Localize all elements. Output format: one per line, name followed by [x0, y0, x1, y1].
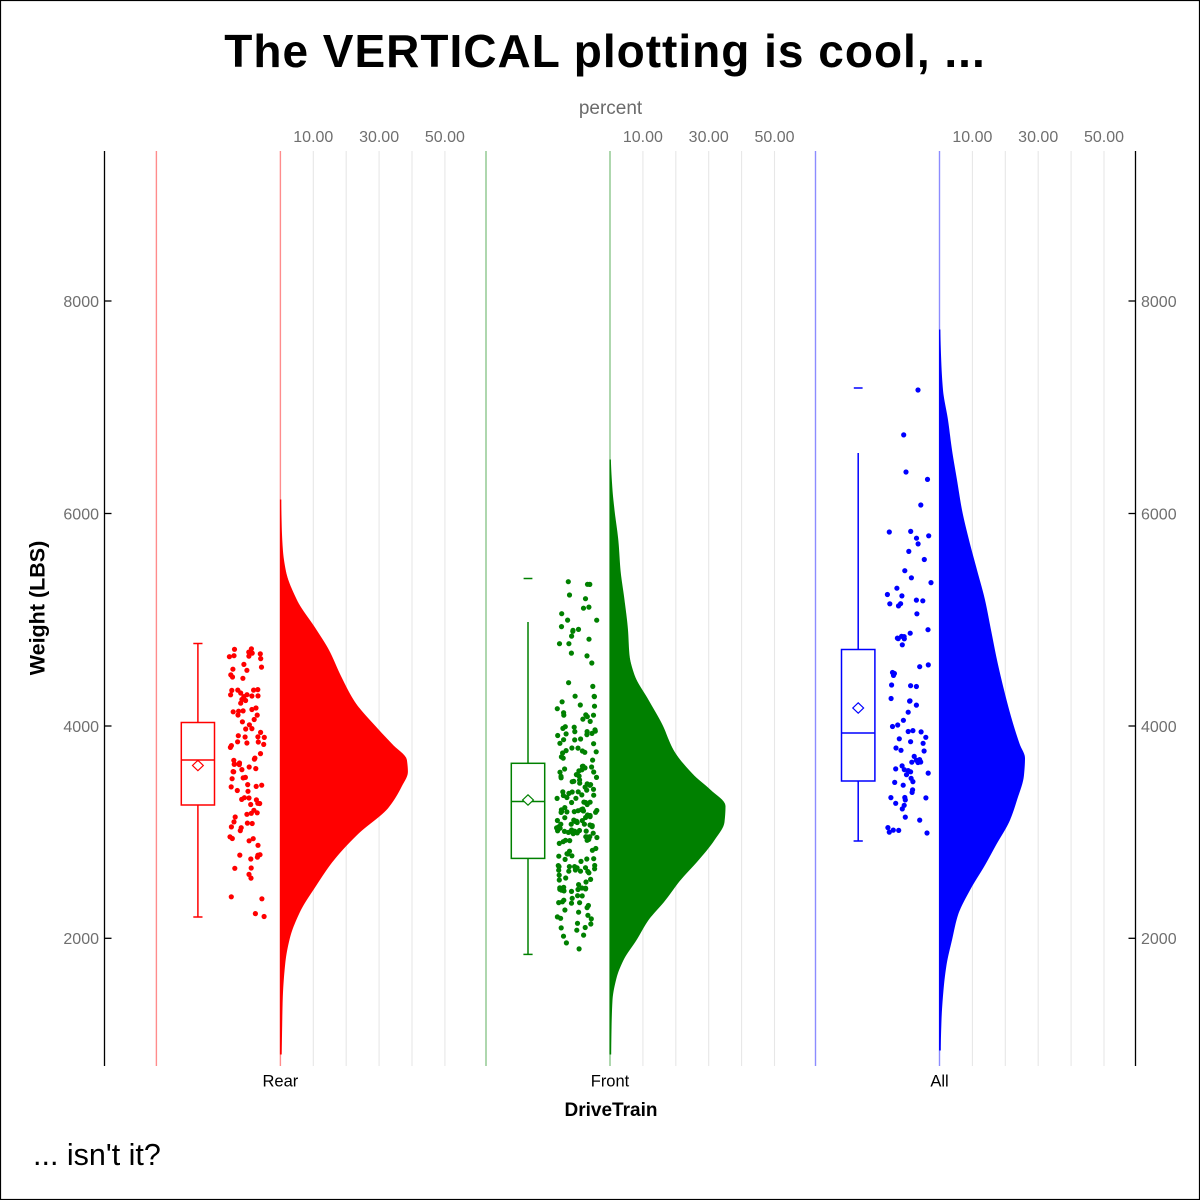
svg-text:4000: 4000 [1141, 719, 1177, 736]
svg-text:2000: 2000 [63, 931, 99, 948]
svg-text:8000: 8000 [1141, 294, 1177, 311]
svg-text:50.00: 50.00 [1084, 129, 1124, 146]
svg-text:Weight (LBS): Weight (LBS) [26, 541, 50, 676]
svg-text:30.00: 30.00 [1018, 129, 1058, 146]
svg-text:2000: 2000 [1141, 931, 1177, 948]
svg-text:10.00: 10.00 [952, 129, 992, 146]
svg-text:50.00: 50.00 [425, 129, 465, 146]
svg-text:8000: 8000 [63, 294, 99, 311]
svg-text:30.00: 30.00 [359, 129, 399, 146]
svg-text:10.00: 10.00 [293, 129, 333, 146]
svg-text:percent: percent [579, 98, 643, 119]
svg-text:Rear: Rear [263, 1073, 299, 1091]
svg-text:... isn't it?: ... isn't it? [33, 1138, 161, 1172]
svg-text:10.00: 10.00 [623, 129, 663, 146]
svg-text:The VERTICAL plotting is cool,: The VERTICAL plotting is cool, ... [224, 25, 986, 77]
svg-text:DriveTrain: DriveTrain [565, 1100, 658, 1121]
svg-text:30.00: 30.00 [689, 129, 729, 146]
svg-text:Front: Front [591, 1073, 630, 1091]
svg-text:6000: 6000 [63, 506, 99, 523]
svg-text:50.00: 50.00 [754, 129, 794, 146]
svg-text:4000: 4000 [63, 719, 99, 736]
svg-text:All: All [930, 1073, 948, 1091]
svg-text:6000: 6000 [1141, 506, 1177, 523]
